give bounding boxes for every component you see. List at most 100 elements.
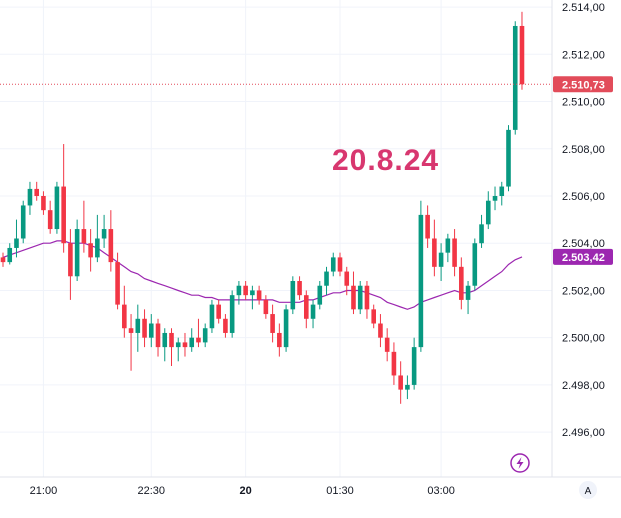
candle bbox=[243, 281, 248, 300]
y-tick-label: 2.504,00 bbox=[562, 238, 605, 250]
candle-body bbox=[216, 304, 221, 319]
candle-body bbox=[324, 271, 329, 286]
y-tick-label: 2.500,00 bbox=[562, 333, 605, 345]
candle bbox=[122, 285, 127, 338]
y-tick-label: 2.514,00 bbox=[562, 2, 605, 14]
candle bbox=[256, 285, 262, 305]
candle bbox=[499, 181, 505, 206]
candle-body bbox=[27, 188, 33, 206]
candle-body bbox=[135, 318, 141, 333]
candle bbox=[512, 21, 518, 135]
candle-body bbox=[250, 290, 255, 296]
candle bbox=[189, 328, 195, 352]
candle-body bbox=[277, 332, 282, 348]
candle-body bbox=[236, 285, 242, 296]
x-axis: 21:00 22:30 20 01:30 03:00 bbox=[30, 485, 455, 497]
candle-body bbox=[61, 186, 66, 244]
auto-scale-button[interactable]: A bbox=[579, 481, 597, 499]
candle bbox=[277, 323, 282, 357]
candle bbox=[297, 276, 302, 300]
candle bbox=[135, 304, 141, 352]
flash-icon[interactable] bbox=[510, 453, 530, 473]
candle-body bbox=[54, 186, 60, 230]
candle bbox=[74, 219, 80, 282]
candle bbox=[459, 257, 464, 310]
candle bbox=[263, 295, 269, 319]
candle bbox=[485, 191, 491, 230]
candle-body bbox=[371, 309, 376, 324]
candle bbox=[492, 186, 498, 211]
candle-body bbox=[128, 328, 134, 333]
candle-body bbox=[162, 332, 168, 348]
candle bbox=[330, 252, 336, 277]
candle bbox=[182, 332, 188, 357]
candle bbox=[425, 205, 430, 248]
auto-scale-label: A bbox=[585, 486, 592, 497]
candle-body bbox=[459, 266, 464, 300]
candle bbox=[236, 281, 242, 305]
y-tick-label: 2.512,00 bbox=[562, 49, 605, 61]
candle-body bbox=[81, 229, 87, 244]
candle bbox=[155, 318, 161, 357]
candle bbox=[142, 309, 147, 348]
candle bbox=[283, 304, 289, 352]
candle bbox=[324, 266, 329, 296]
x-tick-label: 03:00 bbox=[427, 485, 455, 497]
candle-body bbox=[405, 384, 410, 390]
candle-body bbox=[330, 257, 336, 272]
candle-body bbox=[351, 285, 356, 310]
candle-body bbox=[384, 337, 390, 352]
moving-average-line bbox=[2, 240, 523, 310]
candle bbox=[270, 304, 275, 343]
candle-body bbox=[290, 281, 296, 310]
candle-layer bbox=[0, 11, 525, 404]
candle-body bbox=[263, 299, 269, 315]
candle bbox=[148, 314, 154, 348]
last-price-tag: 2.510,73 bbox=[553, 76, 613, 93]
candle-body bbox=[485, 200, 491, 225]
candle bbox=[108, 210, 114, 272]
candle bbox=[68, 229, 73, 300]
candle-body bbox=[519, 25, 525, 85]
candle-body bbox=[344, 271, 350, 286]
candle-body bbox=[304, 295, 309, 319]
candle-body bbox=[398, 375, 403, 390]
candle bbox=[0, 252, 6, 267]
candle-body bbox=[41, 195, 46, 211]
candle-body bbox=[189, 337, 195, 348]
x-tick-label: 21:00 bbox=[30, 485, 58, 497]
candle-body bbox=[142, 318, 147, 338]
candle-body bbox=[479, 224, 484, 244]
candle bbox=[418, 200, 424, 352]
candle-body bbox=[169, 332, 174, 348]
candle bbox=[445, 233, 451, 263]
candle bbox=[344, 266, 350, 296]
candle bbox=[27, 181, 33, 215]
candle bbox=[47, 200, 53, 234]
candle-body bbox=[243, 285, 248, 296]
candle bbox=[438, 243, 444, 282]
candle bbox=[479, 214, 484, 248]
candle bbox=[465, 281, 471, 315]
candle-body bbox=[229, 295, 235, 333]
candle-body bbox=[492, 195, 498, 201]
candle-body bbox=[445, 238, 451, 253]
candle-body bbox=[47, 210, 53, 230]
candle-body bbox=[378, 323, 383, 338]
candle-body bbox=[122, 304, 127, 329]
candle-body bbox=[115, 262, 120, 305]
candle bbox=[304, 290, 309, 329]
candle bbox=[432, 219, 437, 277]
y-tick-label: 2.498,00 bbox=[562, 380, 605, 392]
candle bbox=[384, 328, 390, 362]
candle-body bbox=[418, 214, 424, 348]
candle bbox=[169, 328, 174, 367]
candle bbox=[7, 243, 13, 265]
candle-body bbox=[95, 238, 100, 258]
candle bbox=[54, 181, 60, 234]
candle-body bbox=[175, 342, 181, 348]
candle bbox=[452, 229, 457, 277]
last-price-tag-label: 2.510,73 bbox=[562, 79, 605, 91]
candle bbox=[95, 214, 100, 263]
